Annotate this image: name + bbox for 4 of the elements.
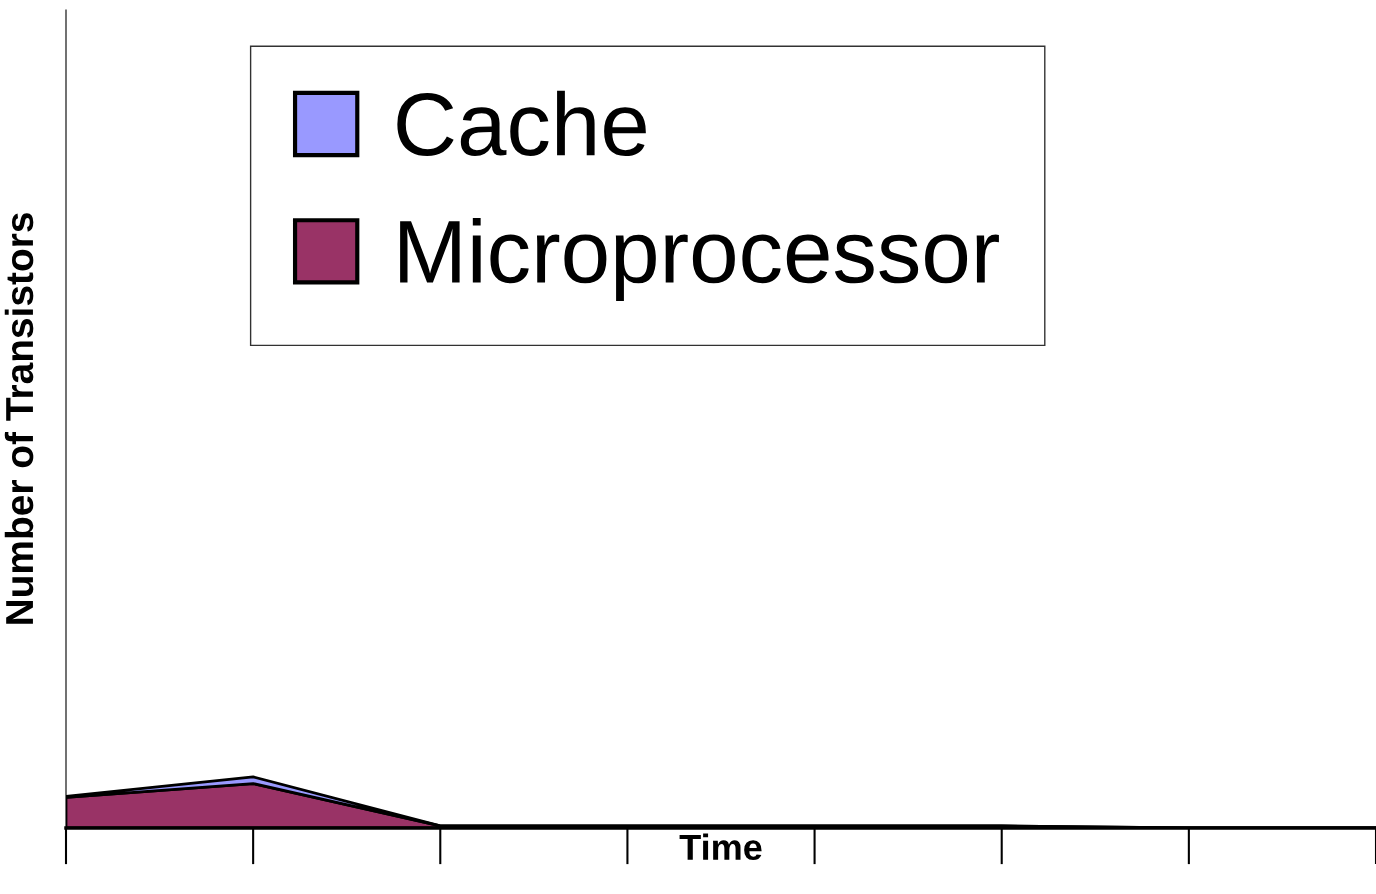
legend-label: Cache — [397, 90, 646, 156]
legend-label: Microprocessor — [400, 218, 999, 301]
x-axis-title: Time — [679, 833, 762, 861]
y-axis-title: Number of Transistors — [4, 213, 34, 624]
